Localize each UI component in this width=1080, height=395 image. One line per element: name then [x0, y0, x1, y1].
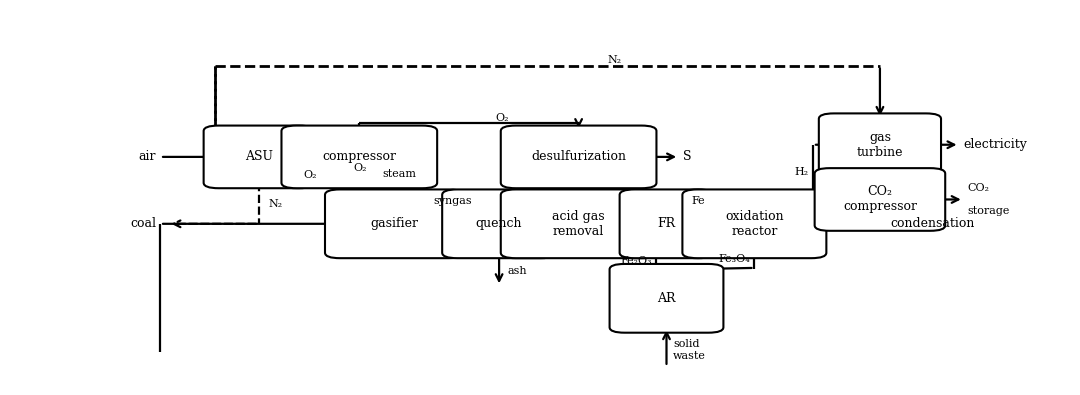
Text: O₂: O₂ [303, 170, 316, 180]
Text: ASU: ASU [245, 150, 273, 164]
Text: oxidation
reactor: oxidation reactor [725, 210, 784, 238]
Text: coal: coal [130, 217, 156, 230]
Text: electricity: electricity [963, 138, 1027, 151]
Text: gas
turbine: gas turbine [856, 131, 903, 159]
Text: N₂: N₂ [269, 199, 283, 209]
FancyBboxPatch shape [501, 126, 657, 188]
Text: waste: waste [673, 351, 706, 361]
FancyBboxPatch shape [620, 190, 714, 258]
FancyBboxPatch shape [204, 126, 314, 188]
Text: quench: quench [476, 217, 523, 230]
Text: condensation: condensation [891, 217, 975, 230]
Text: N₂: N₂ [607, 55, 621, 64]
FancyBboxPatch shape [325, 190, 464, 258]
Text: O₂: O₂ [353, 162, 367, 173]
Text: gasifier: gasifier [370, 217, 418, 230]
FancyBboxPatch shape [683, 190, 826, 258]
FancyBboxPatch shape [282, 126, 437, 188]
FancyBboxPatch shape [819, 113, 941, 176]
Text: air: air [138, 150, 156, 164]
FancyBboxPatch shape [814, 168, 945, 231]
Text: steam: steam [382, 169, 417, 179]
Text: ash: ash [508, 266, 527, 276]
FancyBboxPatch shape [609, 264, 724, 333]
Text: H₂: H₂ [795, 167, 809, 177]
Text: FR: FR [658, 217, 676, 230]
Text: syngas: syngas [434, 196, 472, 206]
Text: Fe₃O₄: Fe₃O₄ [719, 254, 751, 264]
Text: compressor: compressor [322, 150, 396, 164]
Text: S: S [684, 150, 691, 164]
Text: CO₂
compressor: CO₂ compressor [842, 186, 917, 213]
Text: acid gas
removal: acid gas removal [552, 210, 605, 238]
Text: AR: AR [658, 292, 676, 305]
Text: storage: storage [968, 206, 1010, 216]
Text: Fe₂O₃: Fe₂O₃ [621, 256, 652, 266]
Text: O₂: O₂ [496, 113, 509, 123]
FancyBboxPatch shape [442, 190, 556, 258]
Text: solid: solid [673, 339, 700, 349]
Text: CO₂: CO₂ [968, 183, 989, 193]
Text: Fe: Fe [691, 196, 704, 206]
Text: desulfurization: desulfurization [531, 150, 626, 164]
FancyBboxPatch shape [501, 190, 657, 258]
